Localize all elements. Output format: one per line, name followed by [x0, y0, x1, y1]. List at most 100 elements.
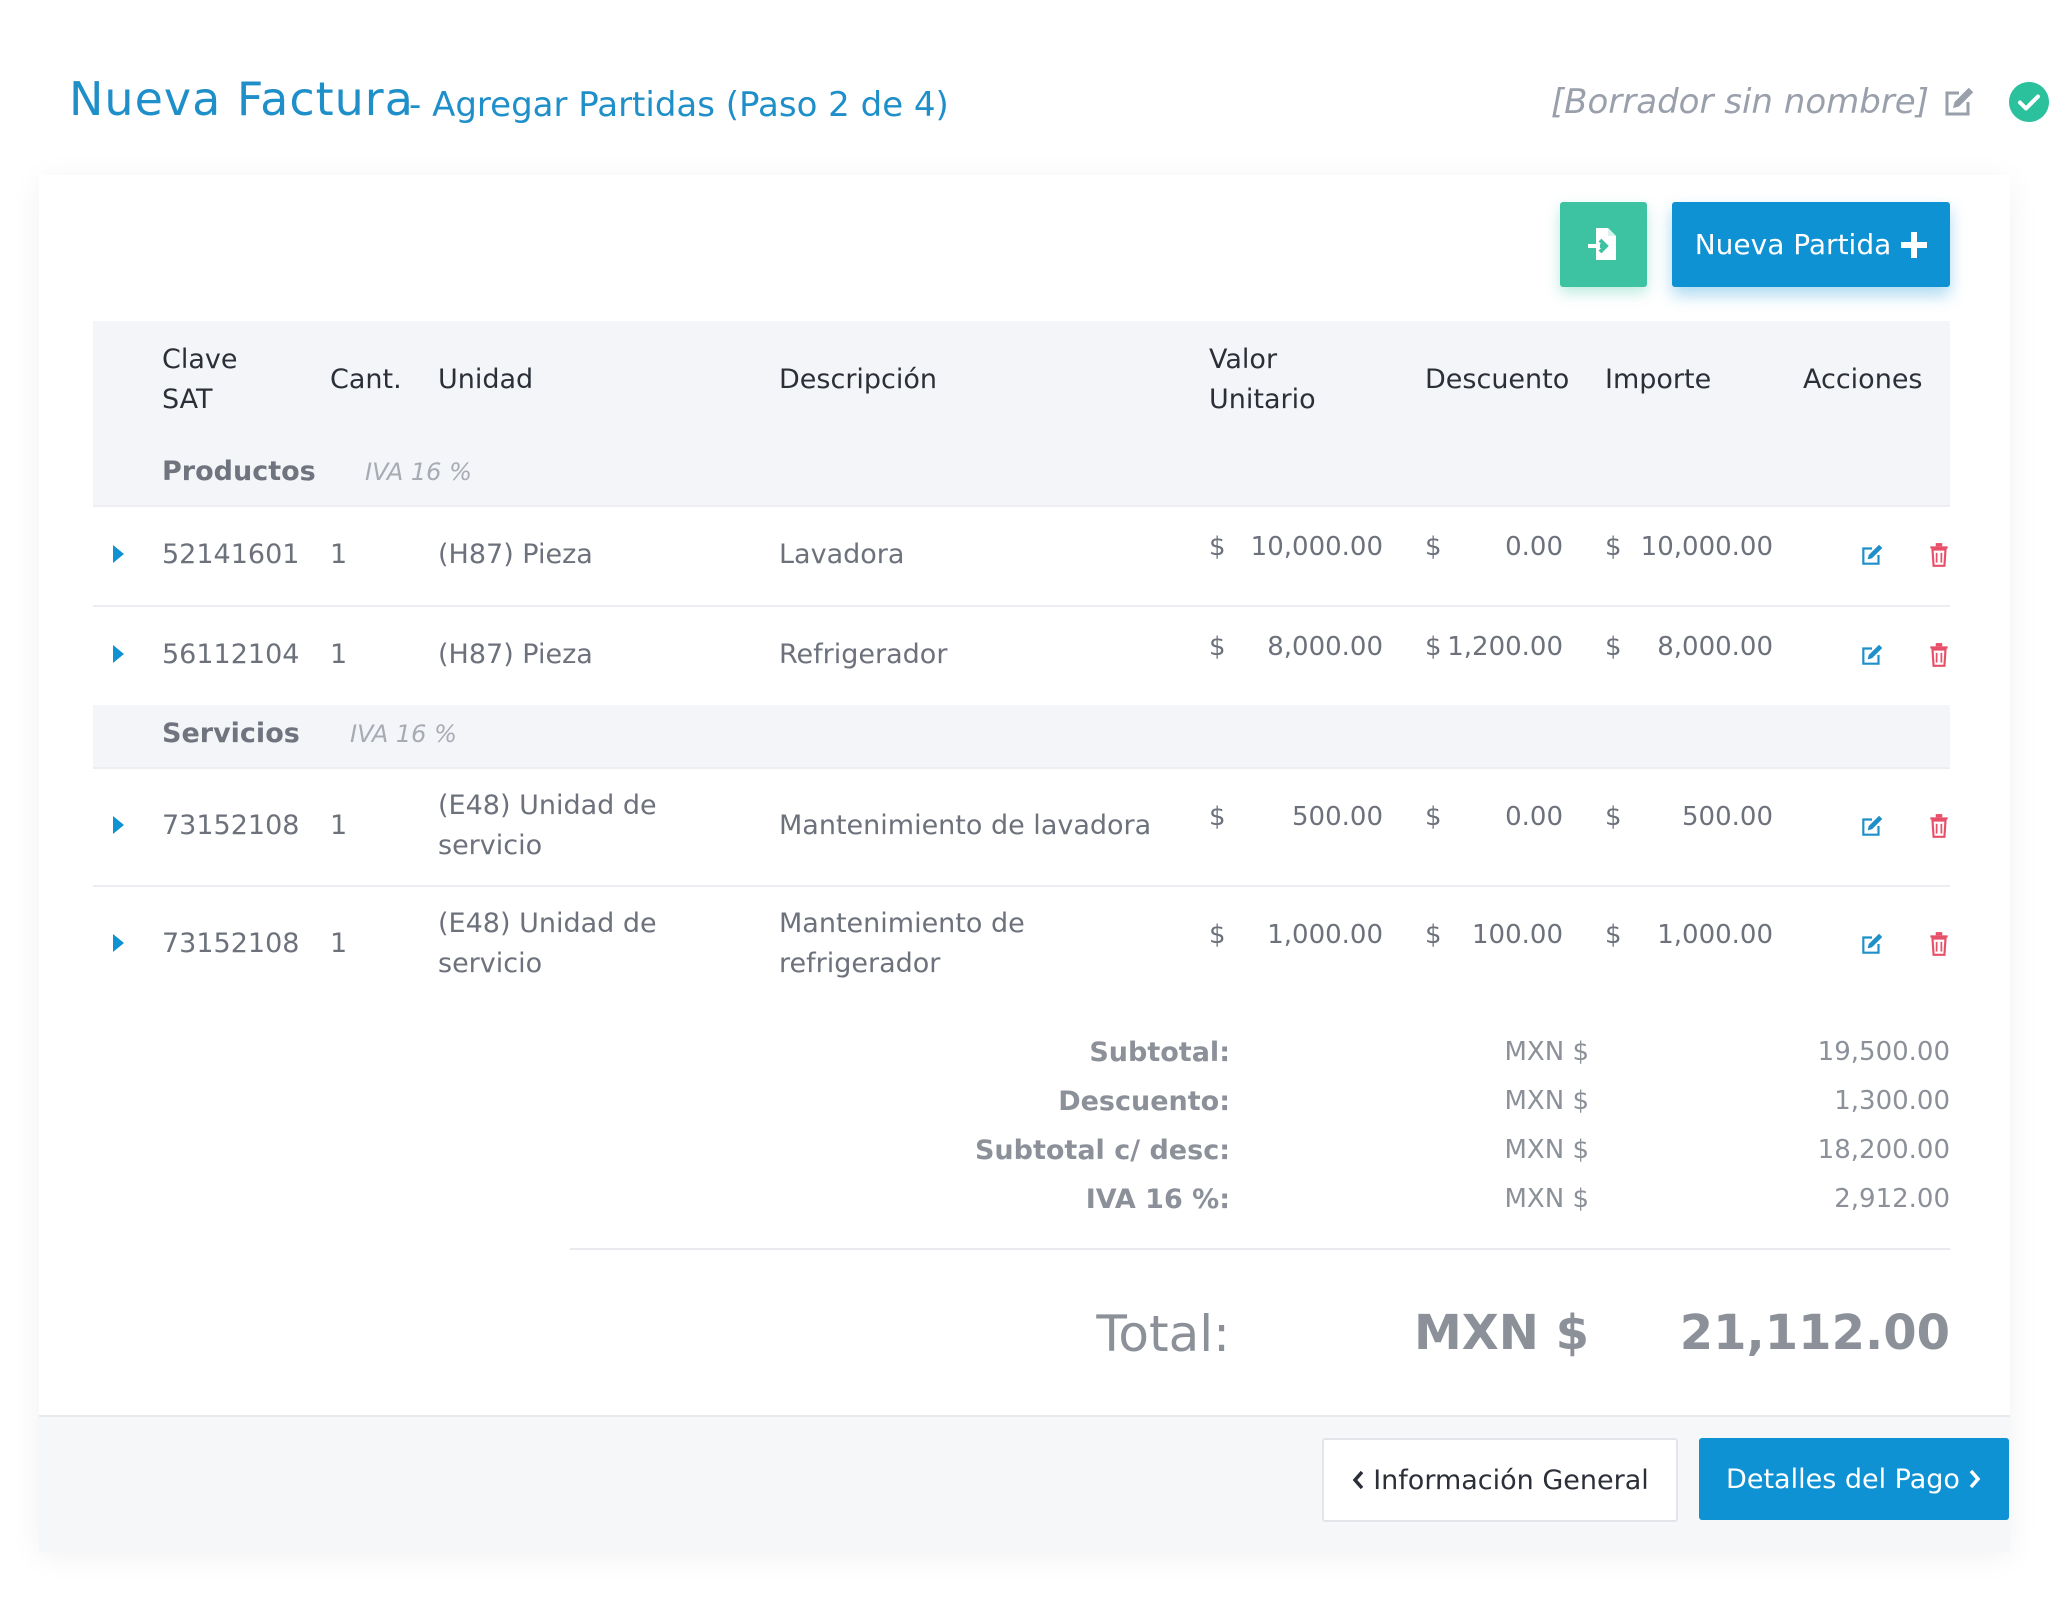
expand-caret-icon[interactable] [113, 934, 124, 952]
edit-icon[interactable] [1859, 642, 1885, 668]
file-import-icon [1588, 228, 1616, 260]
cell-descuento: 1,200.00 [1447, 632, 1563, 662]
previous-step-label: Información General [1373, 1464, 1649, 1496]
table-header: Clave SAT Cant. Unidad Descripción Valor U… [93, 321, 1950, 443]
expand-caret-icon[interactable] [113, 645, 124, 663]
delete-icon[interactable] [1926, 813, 1952, 839]
chevron-left-icon [1352, 1470, 1364, 1490]
cell-cant: 1 [330, 639, 348, 670]
saved-check-icon [2009, 82, 2049, 122]
cell-descripcion: Lavadora [779, 539, 905, 570]
delete-icon[interactable] [1926, 542, 1952, 568]
cell-valor-unitario: 8,000.00 [1267, 632, 1383, 662]
table-row: 52141601 1 (H87) Pieza Lavadora $ 10,000… [93, 505, 1950, 607]
edit-icon[interactable] [1859, 542, 1885, 568]
currency-sign: $ [1605, 632, 1622, 662]
discount-currency: MXN $ [1504, 1086, 1590, 1116]
edit-icon[interactable] [1859, 813, 1885, 839]
new-item-button[interactable]: Nueva Partida [1672, 202, 1950, 287]
draft-name[interactable]: [Borrador sin nombre] [1550, 82, 1929, 122]
iva-label: IVA 16 %: [1085, 1184, 1230, 1215]
edit-icon[interactable] [1859, 931, 1885, 957]
table-row: 73152108 1 (E48) Unidad de servicio Mante… [93, 885, 1950, 1003]
delete-icon[interactable] [1926, 931, 1952, 957]
cell-importe: 8,000.00 [1657, 632, 1773, 662]
cell-valor-unitario: 500.00 [1292, 802, 1383, 832]
group-name: Servicios [162, 718, 300, 749]
expand-caret-icon[interactable] [113, 545, 124, 563]
header-importe: Importe [1605, 364, 1712, 395]
page-subtitle: - Agregar Partidas (Paso 2 de 4) [409, 85, 949, 125]
previous-step-button[interactable]: Información General [1322, 1438, 1678, 1522]
subtotal-desc-label: Subtotal c/ desc: [974, 1135, 1230, 1166]
header-valor-unitario: Valor Unitario [1209, 344, 1316, 415]
cell-descuento: 0.00 [1505, 532, 1563, 562]
group-iva: IVA 16 % [350, 720, 457, 748]
cell-importe: 1,000.00 [1657, 920, 1773, 950]
group-servicios: Servicios IVA 16 % [93, 705, 1950, 769]
chevron-right-icon [1969, 1469, 1981, 1489]
delete-icon[interactable] [1926, 642, 1952, 668]
edit-draft-icon[interactable] [1941, 84, 1977, 120]
currency-sign: $ [1425, 802, 1442, 832]
expand-caret-icon[interactable] [113, 816, 124, 834]
cell-cant: 1 [330, 539, 348, 570]
card-footer [39, 1415, 2010, 1552]
cell-unidad: (E48) Unidad de servicio [438, 908, 657, 979]
table-row: 56112104 1 (H87) Pieza Refrigerador $ 8,… [93, 605, 1950, 707]
iva-currency: MXN $ [1504, 1184, 1590, 1214]
subtotal-value: 19,500.00 [1817, 1037, 1950, 1067]
iva-value: 2,912.00 [1834, 1184, 1950, 1214]
subtotal-label: Subtotal: [1089, 1037, 1230, 1068]
currency-sign: $ [1209, 802, 1226, 832]
import-items-button[interactable] [1560, 202, 1647, 287]
group-name: Productos [162, 456, 316, 487]
header-descuento: Descuento [1425, 364, 1570, 395]
header-descripcion: Descripción [779, 364, 938, 395]
next-step-button[interactable]: Detalles del Pago [1699, 1438, 2009, 1520]
cell-descripcion: Mantenimiento de refrigerador [779, 908, 1025, 979]
discount-label: Descuento: [1058, 1086, 1230, 1117]
cell-unidad: (H87) Pieza [438, 539, 593, 570]
totals-divider [570, 1248, 1950, 1250]
cell-clave: 52141601 [162, 539, 300, 570]
group-productos: Productos IVA 16 % [93, 443, 1950, 507]
cell-clave: 73152108 [162, 810, 300, 841]
cell-descripcion: Refrigerador [779, 639, 948, 670]
total-label: Total: [1096, 1305, 1230, 1363]
cell-cant: 1 [330, 810, 348, 841]
header-unidad: Unidad [438, 364, 534, 395]
cell-cant: 1 [330, 928, 348, 959]
discount-value: 1,300.00 [1834, 1086, 1950, 1116]
cell-clave: 56112104 [162, 639, 300, 670]
cell-unidad: (H87) Pieza [438, 639, 593, 670]
currency-sign: $ [1209, 920, 1226, 950]
next-step-label: Detalles del Pago [1726, 1463, 1960, 1495]
page-title: Nueva Factura [69, 72, 414, 126]
currency-sign: $ [1425, 632, 1442, 662]
currency-sign: $ [1605, 802, 1622, 832]
cell-unidad: (E48) Unidad de servicio [438, 790, 657, 861]
currency-sign: $ [1425, 532, 1442, 562]
cell-importe: 500.00 [1682, 802, 1773, 832]
cell-descripcion: Mantenimiento de lavadora [779, 810, 1152, 841]
plus-icon [1901, 231, 1928, 258]
subtotal-desc-value: 18,200.00 [1817, 1135, 1950, 1165]
currency-sign: $ [1425, 920, 1442, 950]
currency-sign: $ [1209, 632, 1226, 662]
header-clave-sat: Clave SAT [162, 344, 238, 415]
header-acciones: Acciones [1803, 364, 1923, 395]
cell-importe: 10,000.00 [1640, 532, 1773, 562]
currency-sign: $ [1605, 532, 1622, 562]
cell-descuento: 100.00 [1472, 920, 1563, 950]
cell-clave: 73152108 [162, 928, 300, 959]
cell-valor-unitario: 10,000.00 [1250, 532, 1383, 562]
invoice-card: Nueva Partida Clave SAT Cant. Unidad Desc… [39, 175, 2010, 1552]
cell-valor-unitario: 1,000.00 [1267, 920, 1383, 950]
cell-descuento: 0.00 [1505, 802, 1563, 832]
new-item-label: Nueva Partida [1694, 228, 1892, 261]
currency-sign: $ [1605, 920, 1622, 950]
page-header: Nueva Factura - Agregar Partidas (Paso 2… [69, 60, 2049, 140]
group-iva: IVA 16 % [365, 458, 472, 486]
currency-sign: $ [1209, 532, 1226, 562]
